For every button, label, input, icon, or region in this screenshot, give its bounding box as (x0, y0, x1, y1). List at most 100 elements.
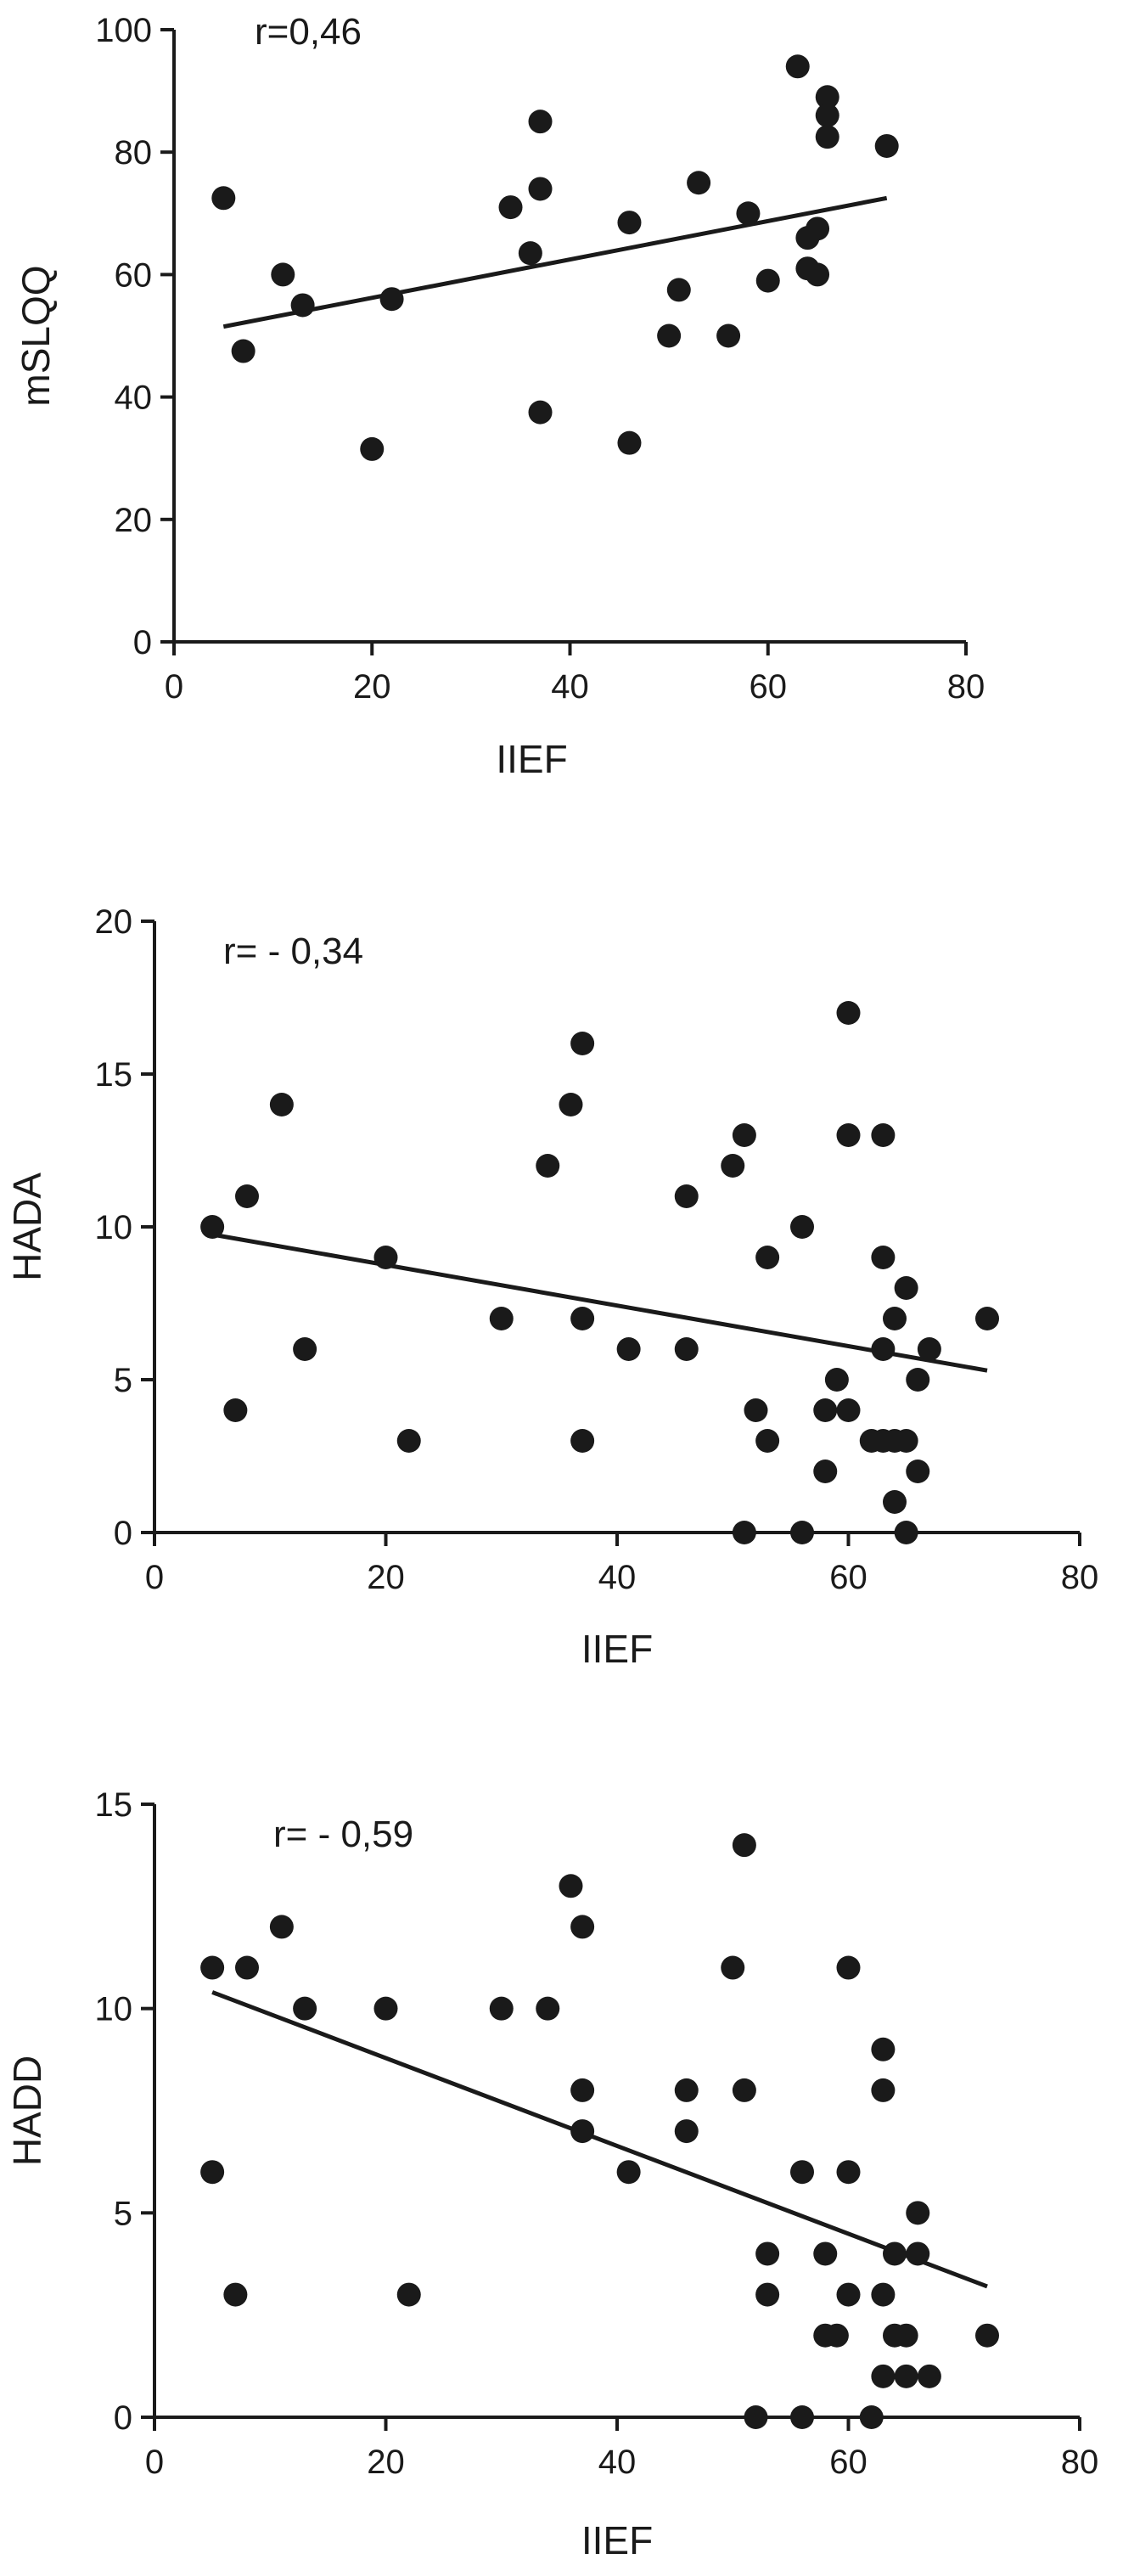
data-point (570, 1915, 595, 1939)
x-tick-label: 60 (750, 668, 788, 706)
data-point (894, 1521, 918, 1544)
data-point (235, 1955, 259, 1980)
data-point (883, 1490, 907, 1514)
y-tick-label: 0 (133, 624, 152, 661)
data-point (975, 1307, 999, 1330)
y-tick-label: 40 (115, 380, 153, 417)
data-point (528, 110, 553, 134)
data-point (894, 2323, 918, 2348)
y-tick-label: 20 (115, 502, 153, 539)
data-point (744, 2405, 768, 2429)
data-point (687, 171, 711, 195)
data-point (906, 2201, 930, 2225)
data-point (373, 1996, 398, 2021)
data-point (231, 339, 255, 363)
data-point (732, 2078, 756, 2102)
x-tick-label: 20 (367, 2444, 405, 2481)
data-point (790, 1521, 814, 1544)
data-point (813, 1398, 838, 1422)
data-point (874, 133, 899, 158)
data-point (570, 1307, 595, 1330)
data-point (528, 177, 553, 201)
data-point (211, 186, 236, 211)
data-point (489, 1996, 514, 2021)
regression-line (222, 195, 888, 329)
data-point (744, 1398, 768, 1422)
data-point (894, 2364, 918, 2388)
x-axis-title: IIEF (581, 2518, 653, 2562)
data-point (755, 2241, 780, 2266)
data-point (859, 2405, 884, 2429)
data-point (815, 85, 839, 110)
data-point (906, 2241, 930, 2266)
data-point (736, 201, 761, 226)
data-point (674, 1184, 699, 1208)
data-point (836, 2160, 861, 2185)
data-point (906, 1368, 930, 1392)
regression-line (211, 1232, 988, 1373)
data-point (269, 1915, 294, 1939)
data-point (223, 2282, 248, 2307)
data-point (755, 2282, 780, 2307)
data-point (559, 1093, 583, 1116)
data-point (570, 1429, 595, 1453)
y-tick-label: 10 (95, 1991, 133, 2028)
data-point (373, 1246, 398, 1269)
data-point (790, 2160, 814, 2185)
regression-line (211, 1990, 988, 2289)
data-point (790, 2405, 814, 2429)
data-point (674, 2119, 699, 2144)
data-point (674, 2078, 699, 2102)
x-tick-label: 80 (947, 668, 985, 706)
data-point (824, 2323, 849, 2348)
x-tick-label: 40 (551, 668, 589, 706)
data-point (518, 241, 542, 266)
data-point (396, 2282, 421, 2307)
data-point (836, 2282, 861, 2307)
y-tick-label: 80 (115, 134, 153, 172)
y-tick-label: 0 (114, 2399, 132, 2437)
data-point (721, 1955, 745, 1980)
data-point (200, 2160, 225, 2185)
correlation-annotation: r= - 0,59 (273, 1814, 413, 1855)
data-point (235, 1184, 259, 1208)
data-point (871, 2364, 896, 2388)
data-point (917, 2364, 941, 2388)
correlation-annotation: r=0,46 (255, 11, 362, 53)
x-axis-title: IIEF (581, 1627, 653, 1671)
data-point (790, 1215, 814, 1239)
data-point (871, 2037, 896, 2061)
data-point (836, 1398, 861, 1422)
data-point (815, 125, 839, 149)
data-point (223, 1398, 248, 1422)
x-tick-label: 20 (367, 1559, 405, 1596)
y-axis-title: HADD (5, 2056, 49, 2166)
data-point (906, 1460, 930, 1483)
data-point (732, 1833, 756, 1858)
y-tick-label: 15 (95, 1056, 133, 1094)
data-point (871, 2282, 896, 2307)
data-point (666, 278, 691, 302)
data-point (616, 1337, 641, 1361)
data-point (871, 1123, 896, 1147)
data-point (755, 1429, 780, 1453)
x-tick-label: 80 (1061, 2444, 1099, 2481)
data-point (536, 1996, 560, 2021)
y-tick-label: 5 (114, 1362, 132, 1399)
data-point (755, 1246, 780, 1269)
x-tick-label: 60 (829, 1559, 868, 1596)
data-point (824, 1368, 849, 1392)
y-tick-label: 5 (114, 2195, 132, 2232)
data-point (975, 2323, 999, 2348)
data-point (755, 268, 780, 293)
x-tick-label: 60 (829, 2444, 868, 2481)
data-point (293, 1996, 317, 2021)
data-point (617, 430, 642, 455)
correlation-annotation: r= - 0,34 (223, 931, 363, 972)
x-tick-label: 0 (145, 2444, 164, 2481)
data-point (813, 2241, 838, 2266)
data-point (836, 1001, 861, 1025)
data-point (871, 2078, 896, 2102)
data-point (883, 2241, 907, 2266)
